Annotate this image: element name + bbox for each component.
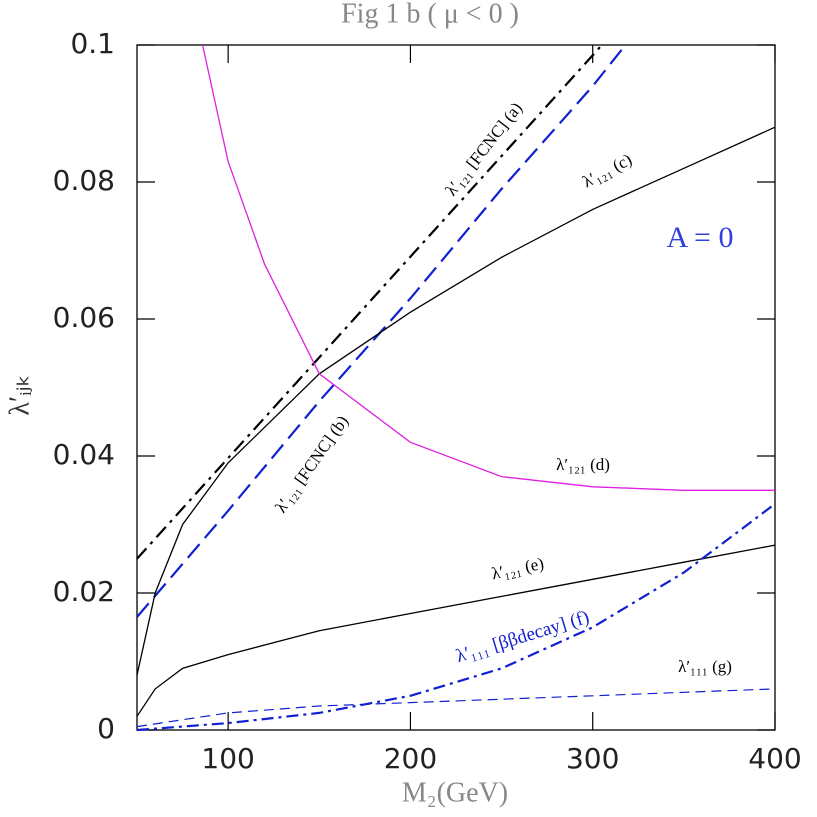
y-tick-label: 0.08 bbox=[53, 164, 115, 197]
data-line bbox=[136, 44, 603, 560]
data-line bbox=[136, 126, 776, 676]
data-line bbox=[201, 44, 775, 491]
annotation: λ′₁₂₁ (d) bbox=[556, 455, 610, 474]
x-tick-label: 300 bbox=[566, 742, 619, 775]
y-tick-label: 0.06 bbox=[53, 301, 115, 334]
data-line bbox=[136, 44, 627, 618]
y-tick-label: 0.1 bbox=[70, 27, 115, 60]
annotation: λ′₁₁₁ (g) bbox=[678, 657, 732, 676]
x-tick-label: 200 bbox=[384, 742, 437, 775]
data-line bbox=[136, 688, 776, 728]
y-tick-label: 0.04 bbox=[53, 438, 115, 471]
annotation: λ′₁₂₁ (c) bbox=[579, 150, 635, 192]
y-axis-label: λ′ᵢⱼₖ bbox=[4, 374, 35, 415]
x-axis-label: M₂(GeV) bbox=[402, 777, 508, 808]
annotation: λ′₁₂₁ (e) bbox=[490, 554, 546, 584]
y-tick-label: 0 bbox=[97, 712, 115, 745]
data-line bbox=[136, 503, 776, 732]
x-tick-label: 400 bbox=[748, 742, 801, 775]
annotation: λ′₁₂₁ [FCNC] (b) bbox=[271, 412, 352, 516]
y-tick-label: 0.02 bbox=[53, 575, 115, 608]
chart-title: Fig 1 b ( μ < 0 ) bbox=[341, 0, 519, 29]
data-line bbox=[136, 544, 776, 717]
annotation: A = 0 bbox=[667, 221, 734, 254]
annotation: λ′₁₂₁ [FCNC] (a) bbox=[442, 99, 526, 200]
x-tick-label: 100 bbox=[201, 742, 254, 775]
plot-frame bbox=[136, 44, 776, 731]
